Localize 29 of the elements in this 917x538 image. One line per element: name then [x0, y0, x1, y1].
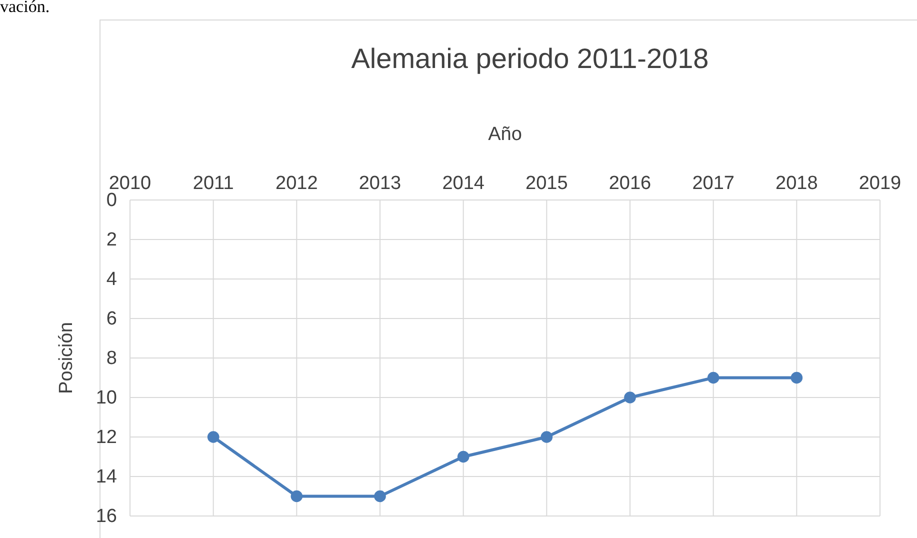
point: [374, 490, 386, 502]
y-tick-label: 14: [96, 466, 118, 488]
y-tick-label: 12: [96, 427, 117, 448]
point: [624, 392, 636, 404]
x-tick-label: 2015: [526, 173, 568, 194]
x-axis-title: Año: [488, 124, 522, 145]
x-tick-label: 2012: [276, 173, 318, 194]
point: [290, 490, 303, 502]
point: [207, 431, 220, 443]
chart-title: Alemania periodo 2011-2018: [351, 43, 709, 74]
x-tick-label: 2013: [358, 173, 402, 194]
point: [457, 450, 470, 463]
x-tick-label: 2019: [858, 173, 902, 194]
point: [707, 372, 720, 384]
x-tick-label: 2011: [192, 173, 234, 194]
y-tick-label: 10: [96, 388, 117, 409]
x-tick-label: 2018: [776, 173, 818, 194]
y-tick-label: 2: [106, 230, 117, 251]
point: [540, 431, 553, 443]
y-tick-label: 6: [106, 308, 117, 330]
y-tick-label: 4: [106, 269, 118, 290]
x-tick-label: 2016: [608, 173, 652, 194]
y-tick-label: 8: [106, 348, 117, 370]
x-tick-label: 2014: [442, 173, 485, 194]
x-tick-label: 2017: [692, 173, 734, 194]
text: vación.: [0, 0, 50, 16]
point: [790, 372, 803, 384]
y-tick-label: 16: [96, 506, 117, 528]
y-axis-title: Posición: [56, 322, 77, 394]
